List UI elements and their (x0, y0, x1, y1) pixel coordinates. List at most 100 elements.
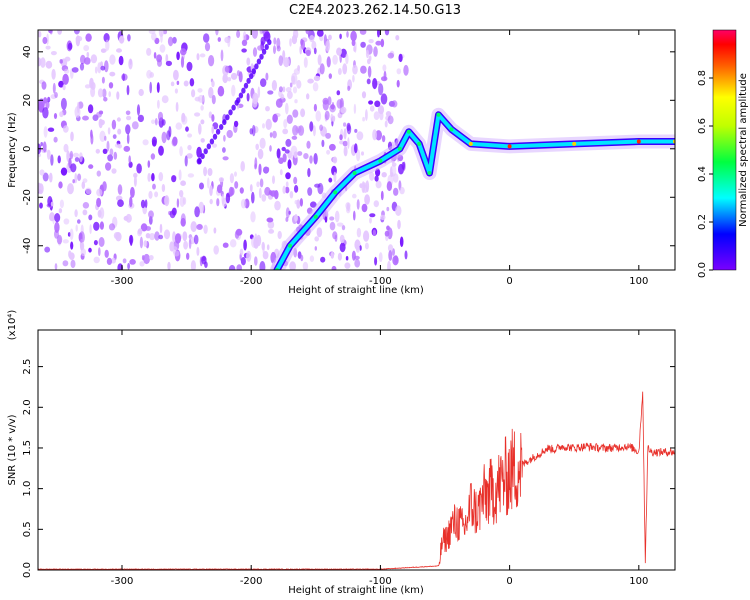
noise-blob (42, 36, 48, 45)
noise-blob (105, 39, 110, 51)
noise-blob (187, 133, 193, 138)
noise-blob (356, 227, 362, 238)
noise-blob (261, 241, 265, 251)
noise-blob (279, 169, 283, 176)
noise-blob (322, 99, 329, 111)
noise-blob (287, 90, 293, 100)
noise-blob (42, 141, 47, 153)
noise-blob (329, 104, 336, 113)
noise-blob (249, 184, 253, 192)
faint-trace-point (203, 148, 208, 155)
noise-blob (203, 166, 208, 177)
faint-trace-point (241, 87, 246, 94)
noise-blob (167, 261, 171, 270)
noise-blob (390, 172, 394, 177)
noise-blob (309, 255, 315, 262)
noise-blob (145, 226, 151, 231)
noise-blob (234, 181, 239, 189)
noise-blob (267, 220, 275, 229)
noise-blob (262, 251, 269, 260)
noise-blob (147, 172, 151, 182)
noise-blob (174, 88, 178, 94)
noise-blob (334, 210, 340, 223)
x-tick-label: 100 (629, 276, 648, 287)
noise-blob (98, 237, 105, 247)
noise-blob (79, 231, 85, 244)
noise-blob (316, 30, 324, 37)
trace-point (636, 139, 641, 144)
noise-blob (272, 130, 277, 139)
noise-blob (213, 245, 219, 255)
noise-blob (273, 45, 276, 55)
faint-trace-point (243, 82, 249, 89)
noise-blob (46, 149, 51, 160)
noise-blob (40, 142, 43, 147)
noise-blob (175, 101, 179, 112)
x-tick-label: -300 (111, 576, 134, 587)
noise-blob (67, 42, 73, 51)
noise-blob (336, 90, 341, 96)
noise-blob (104, 135, 107, 141)
noise-blob (246, 92, 250, 102)
noise-blob (200, 105, 204, 111)
noise-blob (284, 149, 290, 154)
noise-blob (259, 30, 263, 35)
noise-blob (69, 150, 74, 160)
noise-blob (145, 233, 151, 239)
noise-blob (160, 31, 163, 43)
noise-blob (59, 59, 63, 64)
noise-blob (332, 231, 338, 240)
noise-blob (282, 86, 286, 93)
noise-blob (270, 190, 277, 197)
noise-blob (82, 209, 88, 216)
noise-blob (377, 30, 380, 38)
noise-blob (362, 116, 365, 122)
noise-blob (200, 119, 205, 125)
noise-blob (240, 161, 245, 172)
x-tick-label: -300 (111, 276, 134, 287)
noise-blob (161, 95, 169, 104)
noise-blob (212, 122, 219, 130)
noise-blob (373, 46, 378, 57)
noise-blob (199, 182, 204, 190)
noise-blob (107, 127, 111, 135)
noise-blob (230, 72, 238, 80)
noise-blob (271, 80, 277, 91)
noise-blob (179, 190, 184, 198)
noise-blob (254, 256, 258, 266)
noise-blob (128, 155, 131, 164)
noise-blob (345, 53, 349, 65)
noise-blob (80, 248, 87, 257)
noise-blob (319, 63, 325, 75)
noise-blob (95, 148, 101, 154)
noise-blob (361, 151, 364, 156)
noise-blob (62, 84, 66, 91)
spectrogram-x-axis-label: Height of straight line (km) (288, 285, 424, 296)
noise-blob (231, 84, 236, 97)
trace-point (406, 129, 411, 134)
noise-blob (255, 143, 259, 150)
noise-blob (356, 131, 364, 141)
noise-blob (151, 173, 155, 182)
noise-blob (173, 69, 179, 81)
noise-blob (215, 30, 219, 36)
noise-blob (49, 30, 53, 35)
noise-blob (336, 47, 342, 56)
noise-blob (239, 187, 244, 194)
noise-blob (289, 191, 294, 199)
noise-blob (372, 129, 377, 141)
noise-blob (179, 196, 185, 207)
noise-blob (149, 233, 156, 241)
noise-blob (235, 228, 243, 236)
noise-blob (47, 127, 55, 132)
noise-blob (384, 30, 390, 36)
noise-blob (56, 234, 63, 245)
noise-blob (312, 82, 319, 92)
noise-blob (207, 168, 213, 176)
trace-point (507, 144, 512, 149)
noise-blob (395, 205, 402, 216)
noise-blob (88, 214, 93, 221)
noise-blob (314, 246, 317, 251)
noise-blob (79, 63, 85, 71)
